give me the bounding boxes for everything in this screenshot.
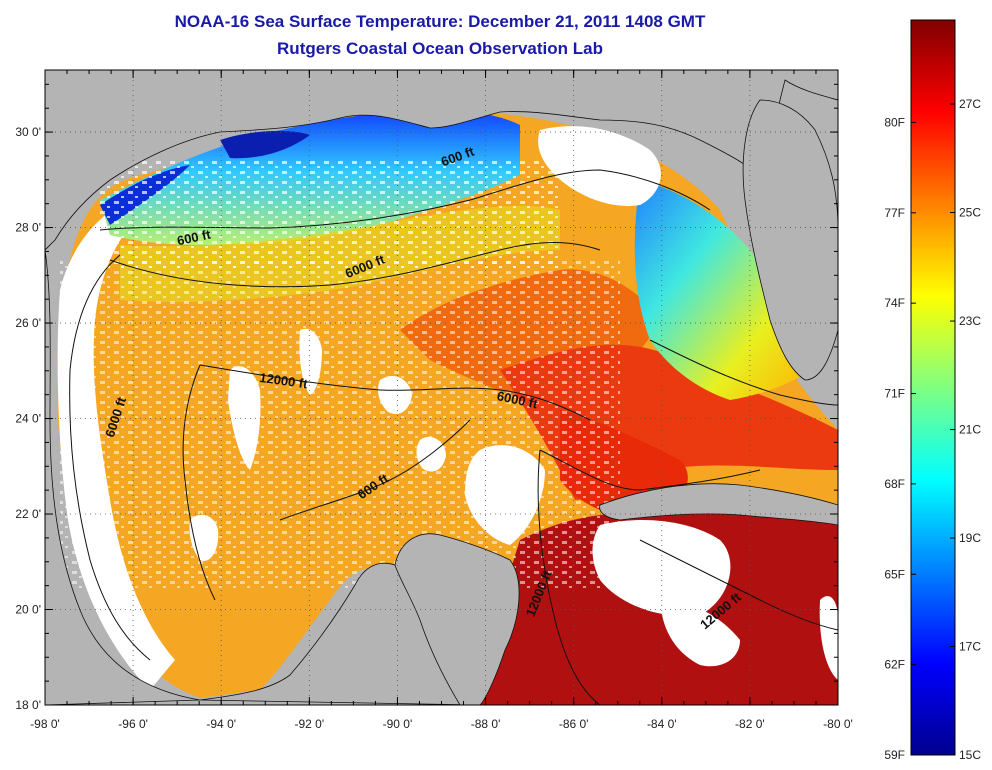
- colorbar-celsius-label: 23C: [959, 314, 981, 328]
- colorbar-fahrenheit-label: 59F: [884, 748, 905, 762]
- colorbar-celsius-label: 21C: [959, 423, 981, 437]
- colorbar-celsius-label: 15C: [959, 748, 981, 762]
- yucatan-peninsula: [394, 533, 520, 705]
- colorbar-fahrenheit-label: 77F: [884, 206, 905, 220]
- y-axis-tick-label: 20 0': [15, 603, 41, 617]
- colorbar-fahrenheit-label: 71F: [884, 387, 905, 401]
- colorbar-celsius-label: 17C: [959, 640, 981, 654]
- map-subtitle: Rutgers Coastal Ocean Observation Lab: [277, 39, 603, 58]
- mexico-land: [45, 249, 201, 705]
- bathymetry-contours: [69, 169, 838, 705]
- colorbar-fahrenheit-label: 65F: [884, 567, 905, 581]
- contour-depth-label: 600 ft: [176, 226, 213, 248]
- colorbar-celsius-label: 27C: [959, 97, 981, 111]
- colorbar-fahrenheit-label: 80F: [884, 115, 905, 129]
- x-axis-tick-label: -90 0': [383, 717, 413, 731]
- x-axis-tick-label: -98 0': [30, 717, 60, 731]
- colorbar-fahrenheit-label: 74F: [884, 296, 905, 310]
- colorbar-fahrenheit-label: 68F: [884, 477, 905, 491]
- colorbar-celsius-label: 19C: [959, 531, 981, 545]
- x-axis-tick-label: -84 0': [647, 717, 677, 731]
- y-axis-tick-label: 24 0': [15, 412, 41, 426]
- x-axis-tick-label: -96 0': [118, 717, 148, 731]
- x-axis-tick-label: -80 0': [823, 717, 853, 731]
- x-axis-tick-label: -82 0': [735, 717, 765, 731]
- scattered-clouds: [60, 260, 620, 590]
- florida-land: [742, 99, 838, 381]
- map-title: NOAA-16 Sea Surface Temperature: Decembe…: [174, 12, 706, 31]
- north-shelf-blue-2: [220, 130, 310, 159]
- y-axis-tick-label: 22 0': [15, 507, 41, 521]
- y-axis-tick-label: 30 0': [15, 125, 41, 139]
- y-axis-tick-label: 28 0': [15, 221, 41, 235]
- x-axis-tick-label: -94 0': [206, 717, 236, 731]
- colorbar-celsius-label: 25C: [959, 206, 981, 220]
- cuba-land: [599, 483, 838, 526]
- scattered-clouds-north: [100, 160, 560, 270]
- colorbar: 80F 77F 74F 71F 68F 65F 62F 59F 27C 25C 23C 21C 19C…: [884, 19, 981, 762]
- axes: -98 0' -96 0' -94 0' -92 0' -90 0' -88 0' -86 …: [15, 69, 853, 731]
- y-axis-tick-label: 26 0': [15, 316, 41, 330]
- x-axis-tick-label: -88 0': [471, 717, 501, 731]
- colorbar-strip: [910, 19, 956, 756]
- contour-depth-label: 12000 ft: [259, 370, 310, 392]
- x-axis-tick-label: -86 0': [559, 717, 589, 731]
- y-axis-tick-label: 18 0': [15, 698, 41, 712]
- florida-shelf: [634, 180, 810, 400]
- landmasses: [45, 70, 838, 705]
- x-axis-tick-label: -92 0': [295, 717, 325, 731]
- colorbar-fahrenheit-label: 62F: [884, 658, 905, 672]
- map-layers: [45, 70, 838, 705]
